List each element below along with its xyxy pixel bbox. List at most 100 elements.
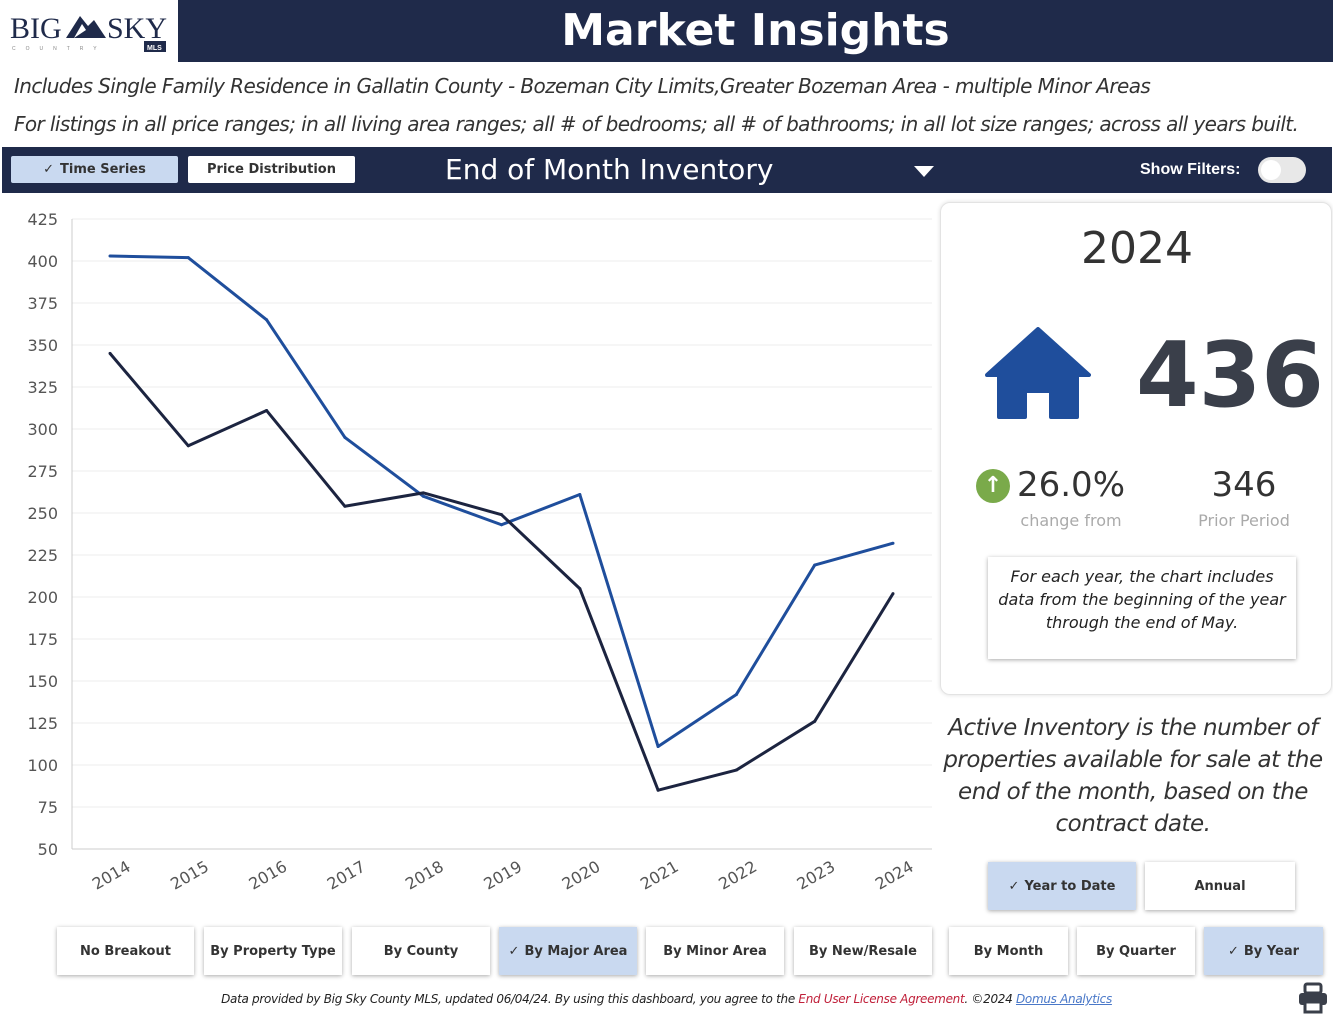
data-point bbox=[656, 745, 660, 749]
chart-note: For each year, the chart includes data f… bbox=[988, 557, 1296, 659]
check-icon: ✓ bbox=[508, 943, 520, 959]
show-filters-toggle[interactable] bbox=[1258, 157, 1306, 183]
svg-text:COUNTRY: COUNTRY bbox=[12, 46, 107, 52]
y-tick-label: 100 bbox=[27, 756, 58, 775]
data-point bbox=[734, 768, 738, 772]
data-point bbox=[343, 435, 347, 439]
metric-dropdown[interactable]: End of Month Inventory bbox=[445, 153, 774, 186]
data-point bbox=[500, 513, 503, 517]
svg-text:SKY: SKY bbox=[107, 12, 167, 45]
eula-link[interactable]: End User License Agreement bbox=[798, 992, 965, 1006]
by-quarter-button[interactable]: By Quarter bbox=[1077, 927, 1195, 975]
check-icon: ✓ bbox=[43, 162, 55, 177]
inventory-line-chart: 50 75 100 125 150 175 200 225 250 275 300 325 350 375… bbox=[27, 210, 932, 894]
time-series-tab[interactable]: ✓ Time Series bbox=[11, 156, 178, 183]
price-distribution-tab[interactable]: Price Distribution bbox=[188, 156, 355, 183]
change-percent: 26.0% bbox=[1016, 465, 1125, 505]
y-tick-label: 300 bbox=[27, 420, 58, 439]
check-icon: ✓ bbox=[1227, 943, 1239, 959]
printer-icon[interactable] bbox=[1297, 982, 1329, 1019]
show-filters-label: Show Filters: bbox=[1140, 161, 1241, 178]
series-line-1 bbox=[108, 352, 895, 792]
y-tick-label: 325 bbox=[27, 378, 58, 397]
x-tick-label: 2014 bbox=[89, 857, 134, 894]
y-tick-label: 275 bbox=[27, 462, 58, 481]
page-title: Market Insights bbox=[178, 0, 1333, 62]
x-tick-label: 2016 bbox=[245, 857, 290, 894]
change-label: change from bbox=[1020, 511, 1122, 530]
toolbar: ✓ Time Series Price Distribution End of M… bbox=[2, 147, 1332, 193]
by-county-button[interactable]: By County bbox=[352, 927, 490, 975]
data-point bbox=[186, 256, 190, 260]
by-year-label: By Year bbox=[1243, 943, 1300, 959]
x-tick-label: 2023 bbox=[794, 857, 839, 894]
y-tick-label: 200 bbox=[27, 588, 58, 607]
data-point bbox=[656, 788, 660, 792]
y-tick-label: 400 bbox=[27, 252, 58, 271]
by-year-button[interactable]: ✓ By Year bbox=[1204, 927, 1323, 975]
data-point bbox=[421, 494, 425, 498]
metric-description: Active Inventory is the number of proper… bbox=[943, 715, 1323, 837]
footer: Data provided by Big Sky County MLS, upd… bbox=[0, 992, 1333, 1006]
y-tick-label: 375 bbox=[27, 294, 58, 313]
card-year: 2024 bbox=[1081, 223, 1193, 274]
by-new-resale-button[interactable]: By New/Resale bbox=[794, 927, 932, 975]
y-tick-label: 250 bbox=[27, 504, 58, 523]
y-tick-label: 175 bbox=[27, 630, 58, 649]
data-point bbox=[186, 444, 190, 448]
y-tick-label: 125 bbox=[27, 714, 58, 733]
data-point bbox=[421, 491, 425, 495]
by-major-area-button[interactable]: ✓ By Major Area bbox=[499, 927, 637, 975]
by-property-type-button[interactable]: By Property Type bbox=[204, 927, 342, 975]
y-tick-label: 75 bbox=[38, 798, 58, 817]
data-point bbox=[343, 504, 347, 508]
data-point bbox=[891, 592, 895, 596]
by-month-button[interactable]: By Month bbox=[949, 927, 1068, 975]
chevron-down-icon[interactable] bbox=[914, 166, 934, 177]
domus-analytics-link[interactable]: Domus Analytics bbox=[1015, 992, 1112, 1006]
y-tick-label: 225 bbox=[27, 546, 58, 565]
data-point bbox=[265, 318, 269, 322]
series-line-0 bbox=[109, 254, 894, 749]
y-tick-label: 50 bbox=[38, 840, 58, 859]
summary-card: 2024 436 ↑ 26.0% change from 346 Prior P… bbox=[940, 202, 1332, 695]
ytd-label: Year to Date bbox=[1024, 878, 1116, 894]
arrow-up-icon: ↑ bbox=[976, 469, 1010, 503]
y-tick-label: 350 bbox=[27, 336, 58, 355]
by-major-area-label: By Major Area bbox=[524, 943, 628, 959]
prior-value: 346 bbox=[1211, 465, 1277, 505]
annual-button[interactable]: Annual bbox=[1145, 862, 1295, 910]
x-tick-label: 2020 bbox=[559, 857, 604, 894]
x-tick-label: 2024 bbox=[872, 857, 917, 894]
subtitle-filters: For listings in all price ranges; in all… bbox=[14, 112, 1299, 136]
x-tick-label: 2017 bbox=[324, 857, 369, 894]
year-to-date-button[interactable]: ✓ Year to Date bbox=[988, 862, 1136, 910]
card-value: 436 bbox=[1136, 323, 1324, 428]
x-tick-label: 2018 bbox=[402, 857, 447, 894]
no-breakout-button[interactable]: No Breakout bbox=[57, 927, 194, 975]
data-point bbox=[578, 493, 582, 497]
data-point bbox=[108, 351, 112, 355]
y-tick-label: 150 bbox=[27, 672, 58, 691]
data-point bbox=[265, 409, 269, 413]
data-point bbox=[108, 254, 112, 258]
big-sky-logo: BIG SKY COUNTRY MLS bbox=[8, 8, 173, 58]
subtitle-scope: Includes Single Family Residence in Gall… bbox=[14, 74, 1151, 98]
data-point bbox=[578, 587, 582, 591]
data-point bbox=[813, 719, 817, 723]
x-tick-label: 2019 bbox=[480, 857, 525, 894]
svg-text:BIG: BIG bbox=[10, 12, 62, 45]
x-tick-label: 2015 bbox=[167, 857, 212, 894]
data-point bbox=[500, 523, 503, 527]
y-tick-label: 425 bbox=[27, 210, 58, 229]
x-tick-label: 2021 bbox=[637, 857, 682, 894]
by-minor-area-button[interactable]: By Minor Area bbox=[646, 927, 784, 975]
svg-text:MLS: MLS bbox=[147, 45, 162, 52]
house-icon bbox=[985, 327, 1091, 425]
time-series-label: Time Series bbox=[60, 162, 146, 177]
data-point bbox=[891, 541, 895, 545]
x-tick-label: 2022 bbox=[715, 857, 760, 894]
footer-copyright: . ©2024 bbox=[964, 992, 1016, 1006]
footer-text: Data provided by Big Sky County MLS, upd… bbox=[221, 992, 799, 1006]
prior-label: Prior Period bbox=[1198, 511, 1290, 530]
